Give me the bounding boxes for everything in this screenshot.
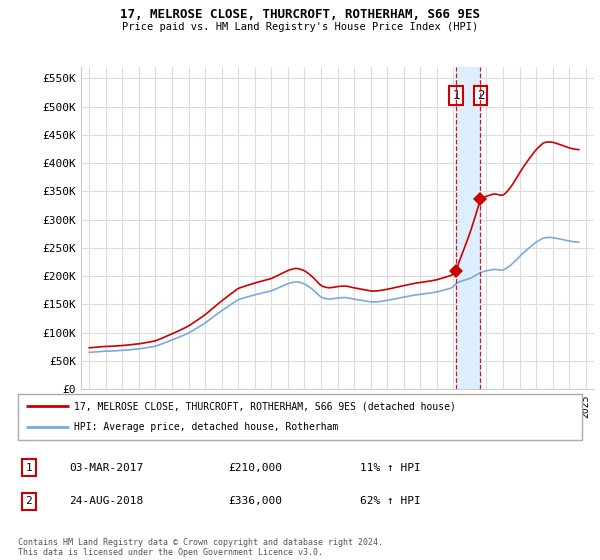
Text: 1: 1	[25, 463, 32, 473]
Bar	[456, 67, 481, 389]
Text: 2: 2	[25, 496, 32, 506]
Text: Price paid vs. HM Land Registry's House Price Index (HPI): Price paid vs. HM Land Registry's House …	[122, 22, 478, 32]
Text: 24-AUG-2018: 24-AUG-2018	[69, 496, 143, 506]
Text: £210,000: £210,000	[228, 463, 282, 473]
Text: 03-MAR-2017: 03-MAR-2017	[69, 463, 143, 473]
Text: HPI: Average price, detached house, Rotherham: HPI: Average price, detached house, Roth…	[74, 422, 339, 432]
Text: 11% ↑ HPI: 11% ↑ HPI	[360, 463, 421, 473]
FancyBboxPatch shape	[18, 394, 582, 440]
Text: 1: 1	[452, 89, 460, 102]
Text: 62% ↑ HPI: 62% ↑ HPI	[360, 496, 421, 506]
Text: 17, MELROSE CLOSE, THURCROFT, ROTHERHAM, S66 9ES: 17, MELROSE CLOSE, THURCROFT, ROTHERHAM,…	[120, 8, 480, 21]
Text: 2: 2	[477, 89, 484, 102]
Text: 17, MELROSE CLOSE, THURCROFT, ROTHERHAM, S66 9ES (detached house): 17, MELROSE CLOSE, THURCROFT, ROTHERHAM,…	[74, 401, 456, 411]
Text: Contains HM Land Registry data © Crown copyright and database right 2024.
This d: Contains HM Land Registry data © Crown c…	[18, 538, 383, 557]
Text: £336,000: £336,000	[228, 496, 282, 506]
